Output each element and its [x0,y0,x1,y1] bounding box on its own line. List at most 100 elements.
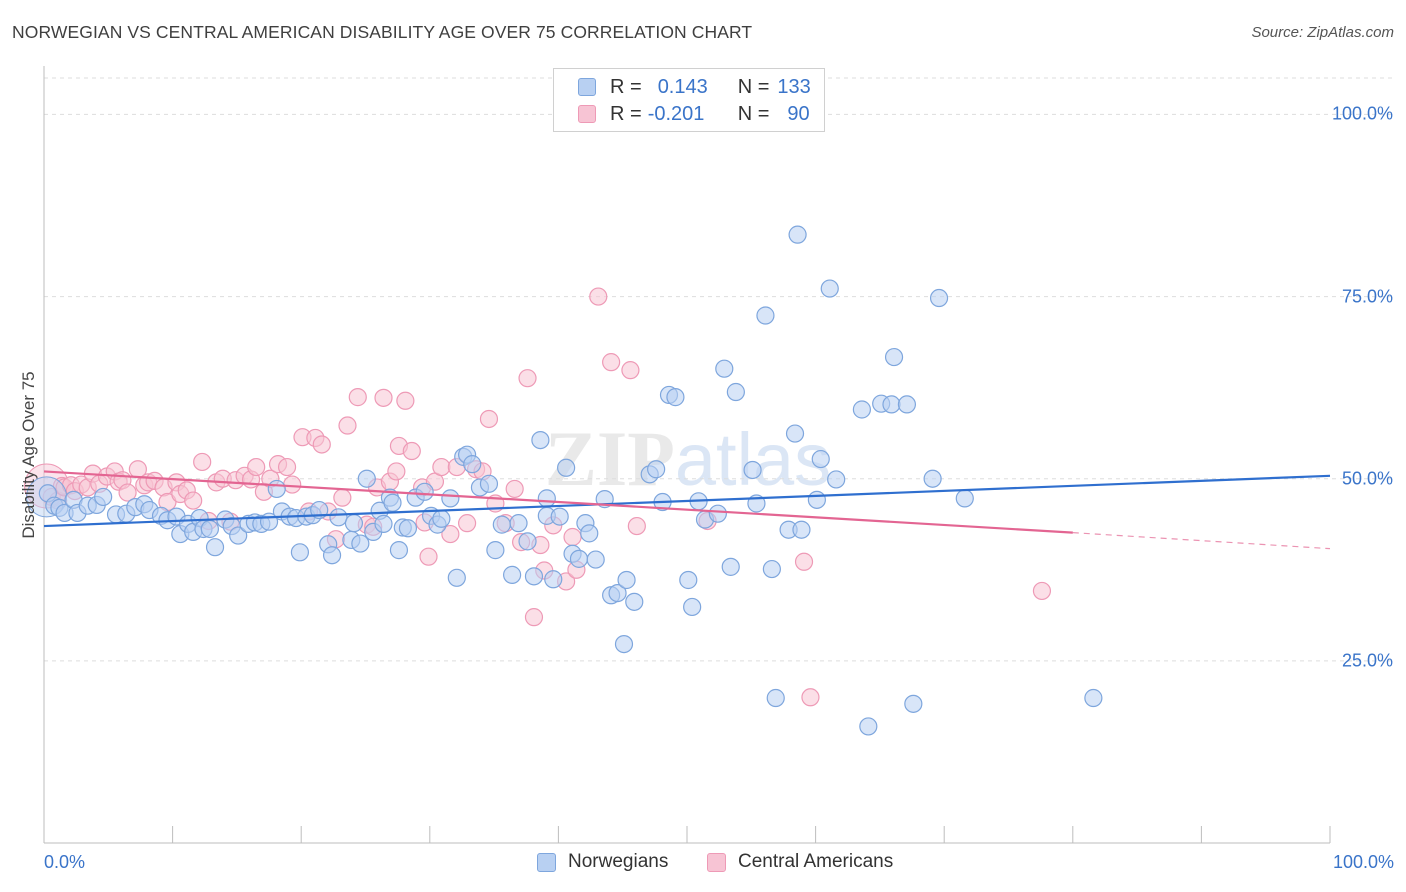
norwegians-point [852,400,871,419]
norwegians-point [923,469,942,488]
y-axis-label: Disability Age Over 75 [19,371,38,539]
norwegians-point [721,557,740,576]
stats-legend: R = 0.143 N = 133 R = -0.201 N = 90 [553,68,825,132]
norwegians-point [647,460,666,479]
norwegians-point [447,568,466,587]
central-americans-point [801,688,820,707]
r-label: R = [610,75,642,98]
norwegians-point [884,347,904,367]
central-americans-point [374,388,393,407]
central-americans-point [1032,581,1052,601]
norwegians-point [463,455,482,474]
norwegians-trend-line [43,474,1331,528]
n-value: 133 [777,75,811,98]
norwegians-point [329,508,348,527]
legend-row-norwegians: R = 0.143 N = 133 [578,75,811,99]
legend-label: Central Americans [738,851,894,872]
central-americans-point [402,441,421,461]
blue-swatch [537,852,556,872]
legend-item-norwegians[interactable]: Norwegians [537,851,668,873]
central-americans-point [338,416,357,435]
norwegians-point [785,424,805,443]
n-value: 90 [787,102,810,125]
norwegians-point [524,567,544,586]
central-americans-trend-line [43,470,1073,534]
norwegians-point [492,515,511,534]
norwegians-point [290,543,310,562]
norwegians-point [398,519,418,538]
legend-label: Norwegians [568,851,669,872]
norwegians-point [432,509,451,528]
central-americans-point [283,475,302,494]
norwegians-point [617,570,636,590]
norwegians-point [762,559,781,579]
central-americans-point [387,462,406,481]
norwegians-point [344,514,364,533]
axes [43,66,1331,844]
norwegians-point [267,479,286,499]
central-americans-point [184,491,203,510]
n-label: N = [737,75,770,98]
norwegians-point [1084,688,1103,708]
norwegians-point [389,541,409,560]
svg-text:ZIPatlas: ZIPatlas [545,415,831,502]
norwegians-point [569,549,589,568]
norwegians-point [586,550,605,569]
n-label: N = [737,102,770,125]
norwegians-point [792,520,811,539]
norwegians-point [544,570,563,589]
source-label: Source: ZipAtlas.com [1251,24,1394,41]
central-americans-point [524,608,544,627]
norwegians-point [351,534,370,553]
x-tick-label: 0.0% [44,852,86,872]
norwegians-point [625,592,644,611]
central-americans-point [118,483,137,502]
norwegians-point [904,694,923,713]
norwegians-point [550,507,569,526]
pink-swatch [707,852,726,872]
central-americans-point [479,409,499,429]
chart-title: NORWEGIAN VS CENTRAL AMERICAN DISABILITY… [12,22,753,42]
norwegians-point [580,524,599,543]
norwegians-point [726,382,745,402]
blue-swatch [578,78,596,96]
r-value: -0.201 [647,102,705,125]
norwegians-point [383,493,402,512]
central-americans-point [457,514,477,533]
y-tick-label: 50.0% [1341,468,1393,489]
central-americans-point [441,524,460,544]
norwegians-point [859,717,878,736]
norwegians-point [614,634,634,654]
r-value: 0.143 [657,75,708,98]
norwegians-point [322,546,342,565]
norwegians-point [441,489,460,508]
central-americans-point [794,552,814,571]
norwegians-point [357,469,376,488]
legend-item-central-americans[interactable]: Central Americans [707,851,893,873]
y-tick-label: 100.0% [1331,103,1393,124]
y-tick-label: 75.0% [1341,286,1393,307]
norwegians-point [557,458,576,477]
norwegians-point [531,431,550,450]
central-americans-point [333,488,352,507]
central-americans-point [627,516,646,536]
norwegians-point [679,570,698,590]
norwegians-point [820,279,839,298]
norwegians-point [756,306,775,325]
norwegians-point [479,474,499,493]
norwegians-point [708,504,727,523]
norwegians-point [788,225,807,244]
norwegians-point [229,526,248,545]
legend-row-central-americans: R = -0.201 N = 90 [578,102,810,126]
central-americans-point [247,457,266,477]
trend-lines [43,470,1331,550]
norwegians-point [205,538,225,557]
norwegians-point [200,519,219,539]
norwegians-point [94,487,113,507]
central-americans-point [602,353,621,372]
central-americans-point [518,369,537,388]
series-legend: Norwegians Central Americans [0,851,1406,877]
norwegians-point [811,449,830,469]
norwegians-point [509,514,528,533]
